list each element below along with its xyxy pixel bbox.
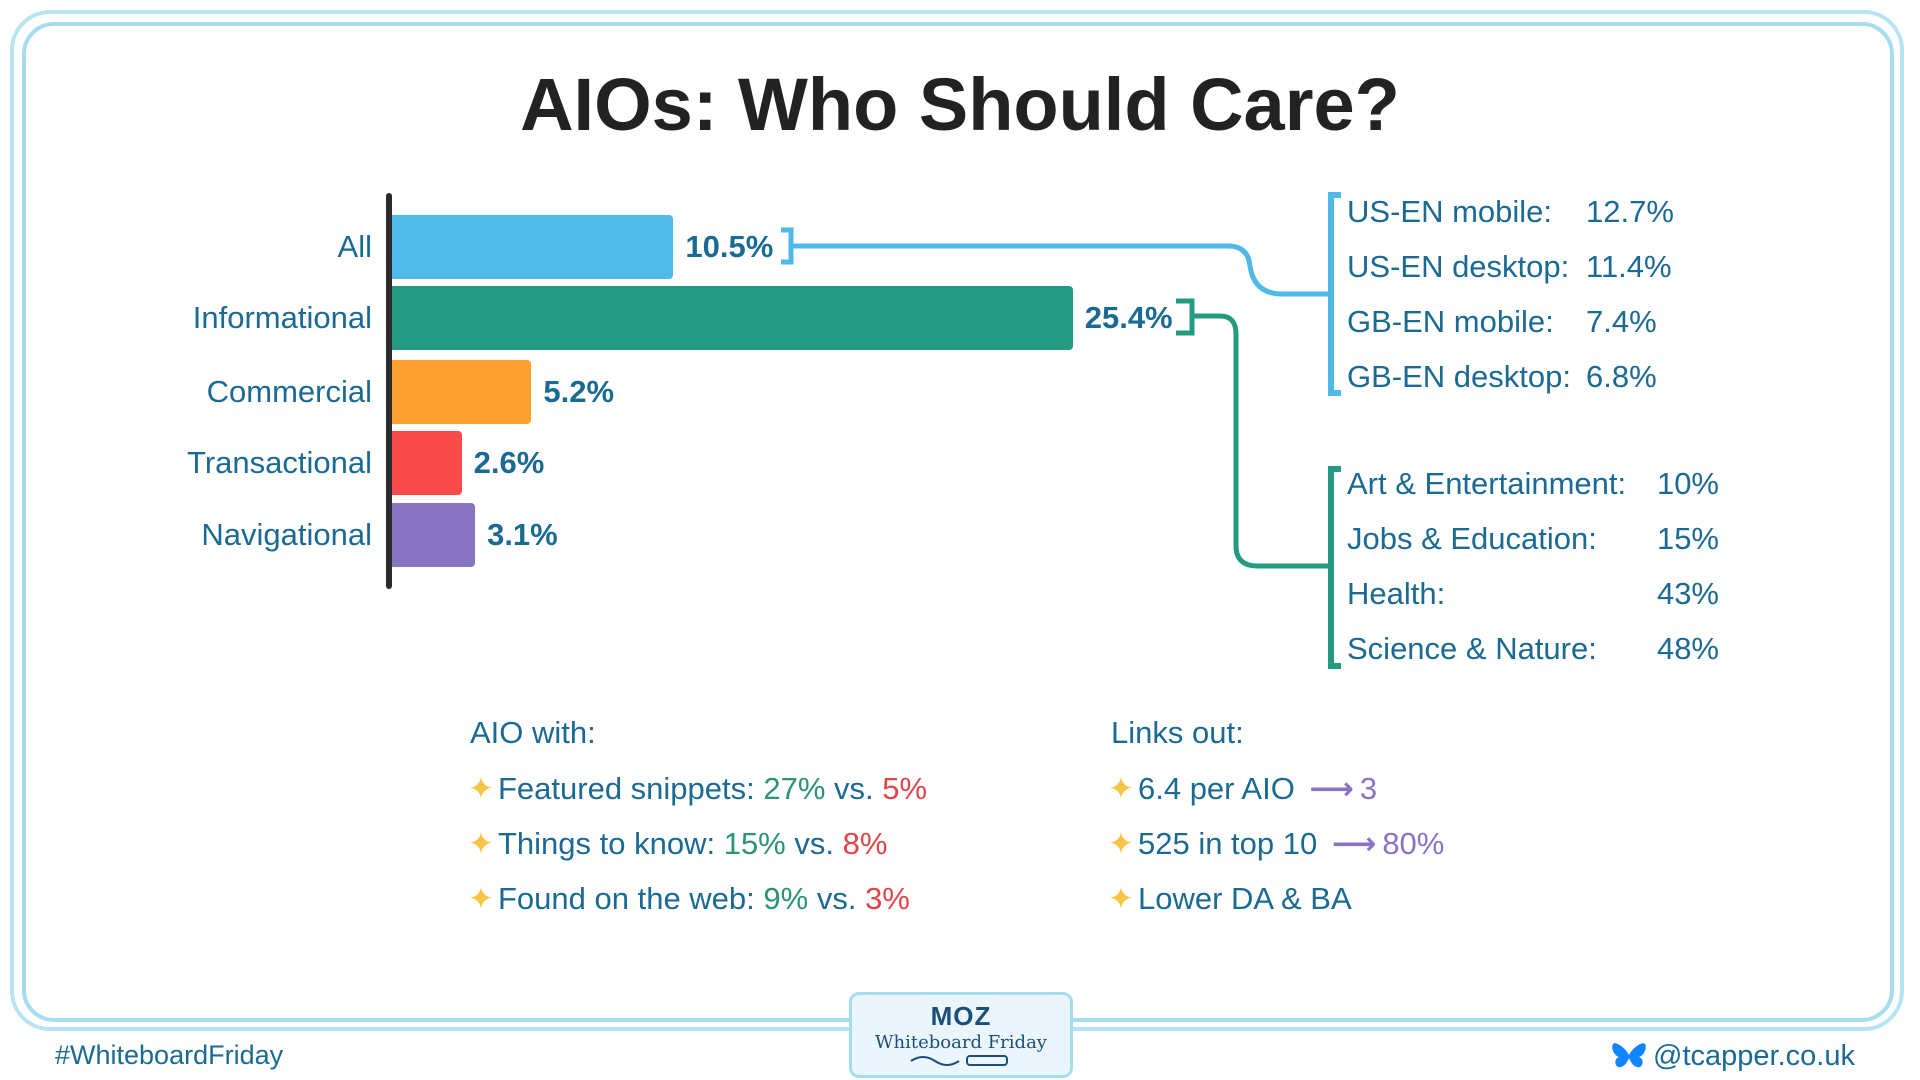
arrow-right-icon: ⟶ [1323,826,1377,861]
aio-with-heading: AIO with: [470,715,596,750]
sparkle-star-icon: ✦ [1108,881,1134,916]
page-title: AIOs: Who Should Care? [520,63,1400,146]
breakdown-value: 6.8% [1586,359,1657,394]
informational-connector [1192,313,1329,569]
logo-text: Whiteboard Friday [875,1032,1047,1053]
item-vs: vs. [834,771,883,806]
hashtag: #WhiteboardFriday [55,1040,284,1070]
category-label: All [337,229,372,264]
value-label: 2.6% [473,445,545,480]
item-label: 525 in top 10 [1137,826,1318,861]
links-item: ✦ 525 in top 10 ⟶ 80% [1108,826,1444,862]
breakdown-value: 15% [1656,521,1719,556]
item-result: 3 [1359,771,1378,806]
social-handle[interactable]: @tcapper.co.uk [1611,1040,1855,1073]
sparkle-star-icon: ✦ [468,826,494,861]
all-bracket [781,227,794,265]
marker-icon [910,1055,1008,1066]
breakdown-value: 7.4% [1586,304,1657,339]
item-value-b: 5% [882,771,928,806]
links-item: ✦ Lower DA & BA [1108,881,1352,917]
handle-text: @tcapper.co.uk [1653,1040,1855,1072]
value-label: 5.2% [543,374,615,409]
breakdown-label: US-EN desktop: [1347,249,1570,284]
bar-informational [392,286,1073,350]
arrow-right-icon: ⟶ [1300,771,1354,806]
links-item: ✦ 6.4 per AIO ⟶ 3 [1108,771,1377,807]
breakdown-label: Jobs & Education: [1347,521,1597,556]
value-label: 10.5% [685,229,774,264]
sparkle-star-icon: ✦ [1108,771,1134,806]
aio-item: ✦ Things to know: 15% vs. 8% [468,826,887,862]
breakdown-label: GB-EN desktop: [1347,359,1571,394]
aio-item: ✦ Featured snippets: 27% vs. 5% [468,771,927,807]
item-value-b: 8% [842,826,888,861]
category-label: Navigational [201,517,372,552]
sparkle-star-icon: ✦ [468,771,494,806]
breakdown-label: US-EN mobile: [1347,194,1552,229]
category-label: Transactional [187,445,372,480]
item-label: Featured snippets: [497,771,764,806]
breakdown-label: Science & Nature: [1347,631,1597,666]
breakdown-value: 10% [1656,466,1719,501]
item-result: 80% [1382,826,1445,861]
item-vs: vs. [794,826,843,861]
all-connector [791,243,1329,297]
category-label: Informational [192,300,372,335]
item-value-a: 27% [763,771,835,806]
breakdown-label: Health: [1347,576,1446,611]
breakdown-label: Art & Entertainment: [1347,466,1627,501]
item-value-a: 9% [763,881,817,916]
bar-all [392,215,674,279]
item-vs: vs. [816,881,866,916]
item-value-b: 3% [865,881,910,916]
value-label: 3.1% [487,517,558,552]
item-label: Things to know: [497,826,724,861]
value-label: 25.4% [1084,300,1173,335]
bar-transactional [392,431,462,495]
breakdown-value: 48% [1656,631,1719,666]
informational-breakdown-bracket [1328,466,1341,669]
breakdown-value: 12.7% [1586,194,1674,229]
bluesky-butterfly-icon [1612,1042,1646,1067]
bar-commercial [392,360,532,424]
breakdown-value: 11.4% [1586,249,1672,284]
bar-navigational [392,503,476,567]
sparkle-star-icon: ✦ [1108,826,1134,861]
aio-item: ✦ Found on the web: 9% vs. 3% [468,881,910,917]
moz-whiteboard-friday-logo: MOZ Whiteboard Friday [849,992,1073,1078]
item-label: Found on the web: [497,881,764,916]
all-breakdown-bracket [1328,192,1341,396]
sparkle-star-icon: ✦ [468,881,494,916]
breakdown-label: GB-EN mobile: [1347,304,1554,339]
links-out-heading: Links out: [1111,715,1244,750]
category-label: Commercial [206,374,372,409]
item-label: Lower DA & BA [1137,881,1352,916]
item-label: 6.4 per AIO [1137,771,1295,806]
item-value-a: 15% [723,826,795,861]
logo-brand: MOZ [930,1001,992,1031]
chart-axis [386,193,392,589]
informational-bracket [1176,298,1195,336]
breakdown-value: 43% [1656,576,1719,611]
